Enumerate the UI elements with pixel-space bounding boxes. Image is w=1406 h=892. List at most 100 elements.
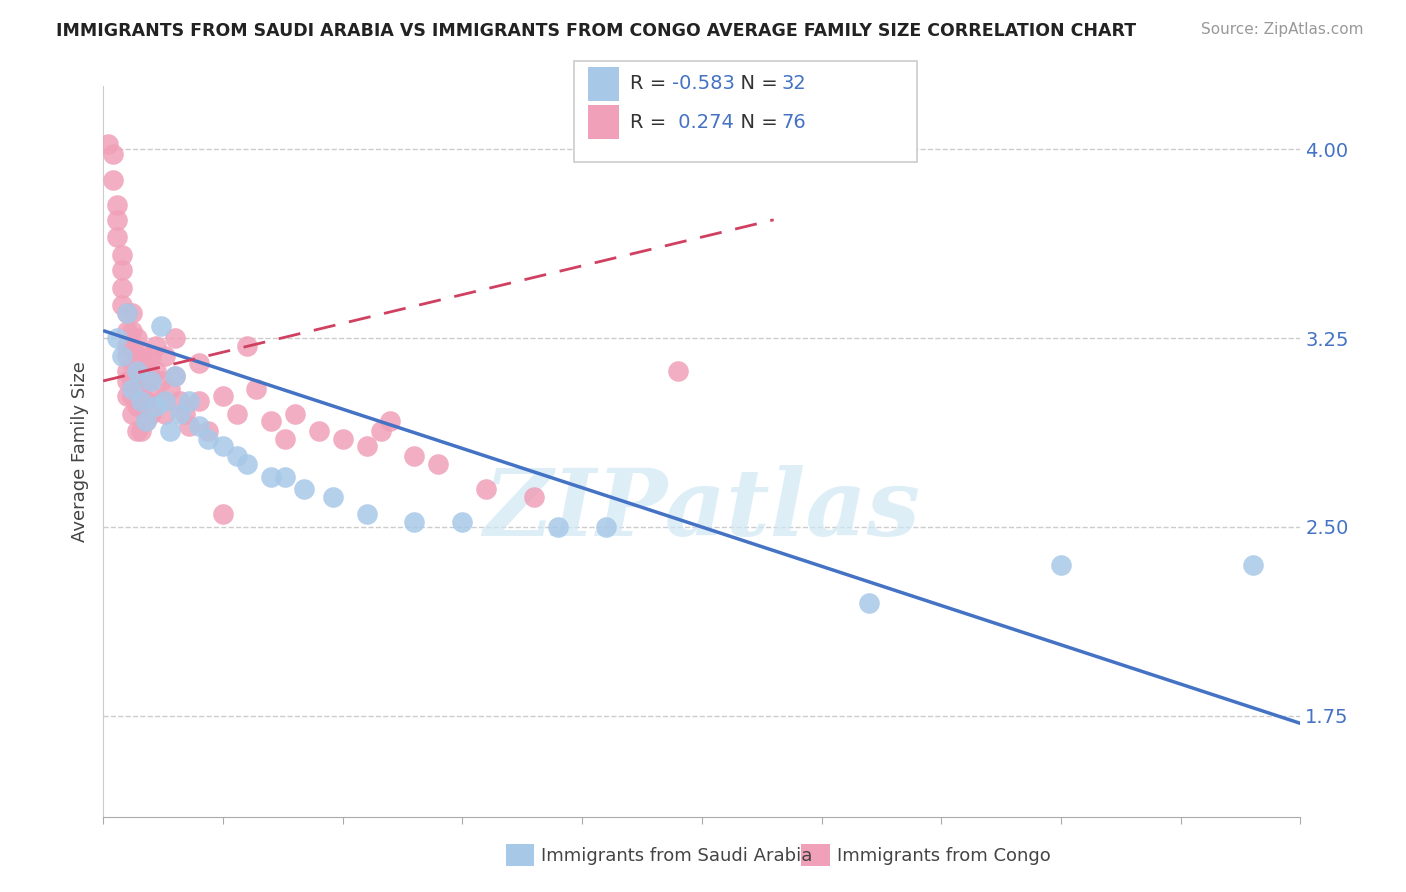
Point	[475, 482, 498, 496]
Point	[115, 389, 138, 403]
Point	[131, 399, 153, 413]
Point	[332, 432, 354, 446]
Point	[135, 414, 157, 428]
Point	[1050, 558, 1073, 572]
Point	[121, 324, 143, 338]
Point	[125, 349, 148, 363]
Point	[145, 364, 167, 378]
Point	[163, 368, 186, 383]
Point	[131, 364, 153, 378]
Point	[121, 339, 143, 353]
Point	[111, 298, 134, 312]
Point	[111, 263, 134, 277]
Point	[135, 356, 157, 370]
Point	[115, 339, 138, 353]
Point	[155, 394, 177, 409]
Point	[131, 394, 153, 409]
Point	[139, 389, 162, 403]
Text: Immigrants from Saudi Arabia: Immigrants from Saudi Arabia	[541, 847, 813, 865]
Point	[149, 374, 172, 388]
Point	[187, 394, 209, 409]
Point	[111, 248, 134, 262]
Y-axis label: Average Family Size: Average Family Size	[72, 361, 89, 541]
Point	[115, 364, 138, 378]
Point	[131, 425, 153, 439]
Point	[212, 389, 235, 403]
Point	[212, 508, 235, 522]
Point	[187, 356, 209, 370]
Point	[523, 490, 546, 504]
Point	[125, 364, 148, 378]
Point	[260, 469, 283, 483]
Point	[292, 482, 315, 496]
Text: -0.583: -0.583	[672, 74, 735, 94]
Point	[121, 407, 143, 421]
Point	[163, 331, 186, 345]
Point	[125, 331, 148, 345]
Point	[135, 374, 157, 388]
Point	[139, 374, 162, 388]
Point	[101, 172, 124, 186]
Point	[370, 425, 392, 439]
Point	[595, 520, 617, 534]
Point	[125, 399, 148, 413]
Point	[121, 374, 143, 388]
Text: R =: R =	[630, 74, 672, 94]
Point	[197, 432, 219, 446]
Point	[155, 349, 177, 363]
Point	[284, 407, 307, 421]
Point	[121, 356, 143, 370]
Point	[159, 425, 181, 439]
Point	[101, 147, 124, 161]
Point	[404, 515, 426, 529]
Point	[115, 324, 138, 338]
Point	[135, 414, 157, 428]
Point	[236, 457, 259, 471]
Text: 32: 32	[782, 74, 807, 94]
Point	[260, 414, 283, 428]
Point	[107, 212, 129, 227]
Point	[115, 306, 138, 320]
Point	[226, 450, 249, 464]
Point	[163, 368, 186, 383]
Point	[173, 407, 195, 421]
Text: ZIPatlas: ZIPatlas	[484, 465, 921, 555]
Point	[245, 382, 267, 396]
Text: 76: 76	[782, 112, 807, 132]
Point	[159, 382, 181, 396]
Point	[404, 450, 426, 464]
Point	[356, 439, 378, 453]
Point	[131, 382, 153, 396]
Point	[121, 389, 143, 403]
Point	[149, 318, 172, 333]
Text: N =: N =	[728, 112, 785, 132]
Point	[115, 374, 138, 388]
Text: R =: R =	[630, 112, 672, 132]
Point	[274, 432, 297, 446]
Point	[155, 407, 177, 421]
Point	[308, 425, 330, 439]
Point	[236, 339, 259, 353]
Point	[149, 394, 172, 409]
Point	[212, 439, 235, 453]
Point	[197, 425, 219, 439]
Point	[131, 343, 153, 358]
Point	[125, 382, 148, 396]
Text: IMMIGRANTS FROM SAUDI ARABIA VS IMMIGRANTS FROM CONGO AVERAGE FAMILY SIZE CORREL: IMMIGRANTS FROM SAUDI ARABIA VS IMMIGRAN…	[56, 22, 1136, 40]
Point	[121, 382, 143, 396]
Point	[169, 407, 191, 421]
Point	[356, 508, 378, 522]
Point	[547, 520, 569, 534]
Point	[111, 349, 134, 363]
Point	[145, 399, 167, 413]
Point	[145, 339, 167, 353]
Point	[1241, 558, 1264, 572]
Point	[125, 425, 148, 439]
Point	[322, 490, 344, 504]
Text: Immigrants from Congo: Immigrants from Congo	[837, 847, 1050, 865]
Point	[115, 306, 138, 320]
Point	[380, 414, 402, 428]
Text: Source: ZipAtlas.com: Source: ZipAtlas.com	[1201, 22, 1364, 37]
Text: 0.274: 0.274	[672, 112, 734, 132]
Point	[274, 469, 297, 483]
